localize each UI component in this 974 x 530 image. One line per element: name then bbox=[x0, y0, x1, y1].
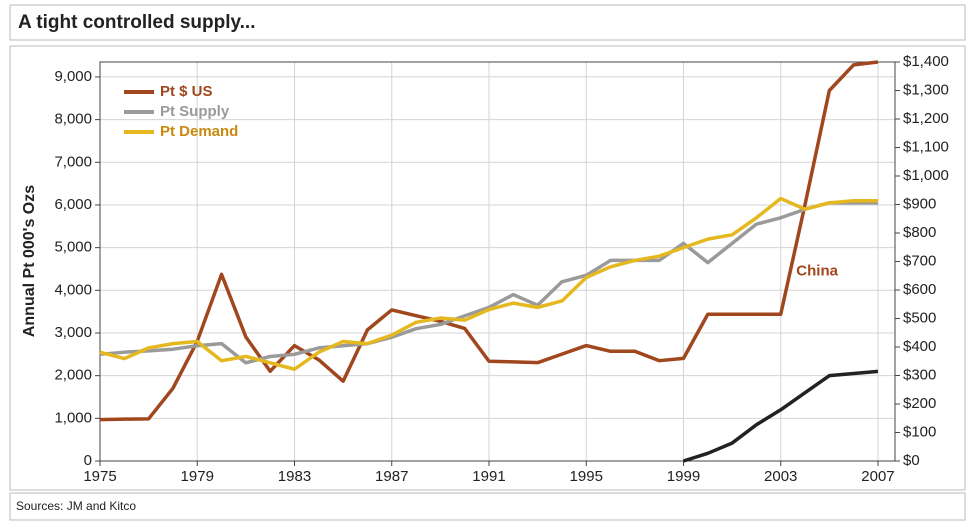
y-tick-label: 6,000 bbox=[54, 196, 92, 213]
y2-tick-label: $700 bbox=[903, 252, 936, 269]
y2-tick-label: $500 bbox=[903, 309, 936, 326]
y-tick-label: 1,000 bbox=[54, 409, 92, 426]
y-tick-label: 9,000 bbox=[54, 68, 92, 85]
y2-tick-label: $200 bbox=[903, 395, 936, 412]
y2-tick-label: $600 bbox=[903, 281, 936, 298]
y-tick-label: 0 bbox=[84, 452, 92, 469]
y2-tick-label: $400 bbox=[903, 338, 936, 355]
x-tick-label: 1991 bbox=[472, 468, 505, 485]
x-tick-label: 1999 bbox=[667, 468, 700, 485]
series-line bbox=[99, 201, 878, 365]
y-tick-label: 3,000 bbox=[54, 324, 92, 341]
source: Sources: JM and Kitco bbox=[16, 499, 136, 513]
y2-tick-label: $800 bbox=[903, 224, 936, 241]
y-tick-label: 7,000 bbox=[54, 153, 92, 170]
title-box bbox=[9, 4, 966, 41]
y2-tick-label: $300 bbox=[903, 366, 936, 383]
series-line bbox=[99, 60, 879, 422]
y2-tick-label: $100 bbox=[903, 423, 936, 440]
source-box bbox=[9, 492, 966, 521]
chart-title: A tight controlled supply... bbox=[18, 12, 256, 33]
x-tick-label: 1995 bbox=[570, 468, 603, 485]
y2-tick-label: $1,100 bbox=[903, 138, 949, 155]
legend-label: Pt Supply bbox=[160, 103, 230, 120]
plot-frame bbox=[99, 61, 896, 462]
y2-tick-label: $1,400 bbox=[903, 53, 949, 70]
series-label: China bbox=[796, 262, 838, 279]
x-tick-label: 1979 bbox=[181, 468, 214, 485]
y2-tick-label: $1,300 bbox=[903, 81, 949, 98]
y-axis-label: Annual Pt 000's Ozs bbox=[21, 185, 38, 337]
legend-label: Pt Demand bbox=[160, 123, 238, 140]
y2-tick-label: $0 bbox=[903, 452, 920, 469]
y-tick-label: 4,000 bbox=[54, 281, 92, 298]
series-line bbox=[682, 369, 879, 463]
x-tick-label: 1983 bbox=[278, 468, 311, 485]
y2-tick-label: $900 bbox=[903, 195, 936, 212]
y-tick-label: 8,000 bbox=[54, 111, 92, 128]
legend-label: Pt $ US bbox=[160, 83, 213, 100]
x-tick-label: 2007 bbox=[861, 468, 894, 485]
y2-tick-label: $1,200 bbox=[903, 110, 949, 127]
x-tick-label: 1975 bbox=[83, 468, 116, 485]
series-line bbox=[99, 196, 878, 372]
y-tick-label: 5,000 bbox=[54, 239, 92, 256]
y2-tick-label: $1,000 bbox=[903, 167, 949, 184]
x-tick-label: 2003 bbox=[764, 468, 797, 485]
y-tick-label: 2,000 bbox=[54, 367, 92, 384]
x-tick-label: 1987 bbox=[375, 468, 408, 485]
